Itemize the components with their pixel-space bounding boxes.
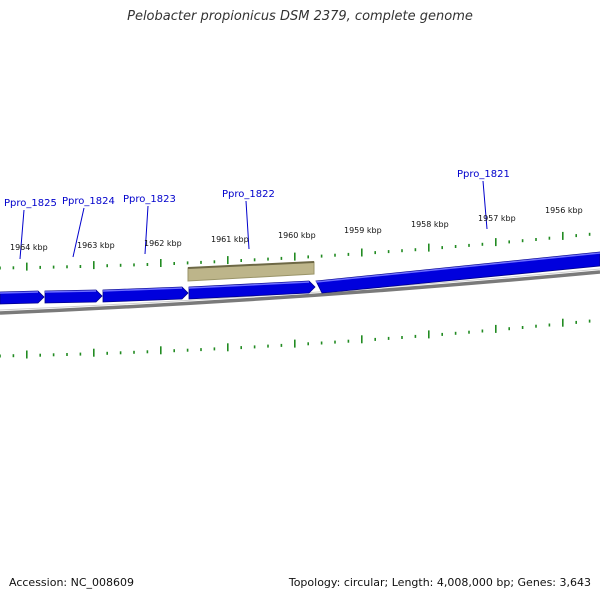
kbp-label: 1960 kbp	[278, 231, 316, 240]
gene-label-group[interactable]: Ppro_1823	[123, 194, 176, 255]
kbp-label: 1962 kbp	[144, 239, 182, 248]
kbp-label: 1957 kbp	[478, 214, 516, 223]
kbp-label: 1964 kbp	[10, 243, 48, 252]
gene-arrow[interactable]	[188, 280, 316, 300]
gene-arrow[interactable]	[102, 286, 189, 303]
gene-label[interactable]: Ppro_1825	[4, 198, 57, 209]
genome-backbone	[0, 270, 600, 315]
gene-arrow[interactable]	[315, 251, 600, 294]
gene-leader-line	[19, 209, 25, 260]
gene-label[interactable]: Ppro_1822	[222, 189, 275, 200]
kbp-label: 1963 kbp	[77, 241, 115, 250]
gene-leader-line	[144, 205, 149, 255]
gene-label-group[interactable]: Ppro_1825	[4, 198, 57, 260]
gene-label-group[interactable]: Ppro_1824	[62, 196, 115, 258]
gene-arrow[interactable]	[44, 289, 103, 304]
region-feature[interactable]	[187, 261, 315, 282]
kbp-label: 1956 kbp	[545, 206, 583, 215]
gene-label[interactable]: Ppro_1824	[62, 196, 115, 207]
genome-summary-text: Topology: circular; Length: 4,008,000 bp…	[288, 576, 591, 589]
gene-leader-line	[482, 180, 488, 230]
gene-label-group[interactable]: Ppro_1822	[222, 189, 275, 250]
gene-label-group[interactable]: Ppro_1821	[457, 169, 510, 230]
kbp-label: 1961 kbp	[211, 235, 249, 244]
inner-tick-track	[0, 318, 591, 359]
gene-leader-line	[245, 200, 250, 250]
outer-tick-track	[0, 231, 591, 271]
gene-label[interactable]: Ppro_1821	[457, 169, 510, 180]
gene-leader-line	[72, 207, 85, 258]
accession-text: Accession: NC_008609	[9, 576, 135, 589]
gene-arrow[interactable]	[0, 290, 45, 305]
gene-label[interactable]: Ppro_1823	[123, 194, 176, 205]
genome-title: Pelobacter propionicus DSM 2379, complet…	[127, 9, 473, 24]
kbp-label: 1959 kbp	[344, 226, 382, 235]
kbp-label: 1958 kbp	[411, 220, 449, 229]
